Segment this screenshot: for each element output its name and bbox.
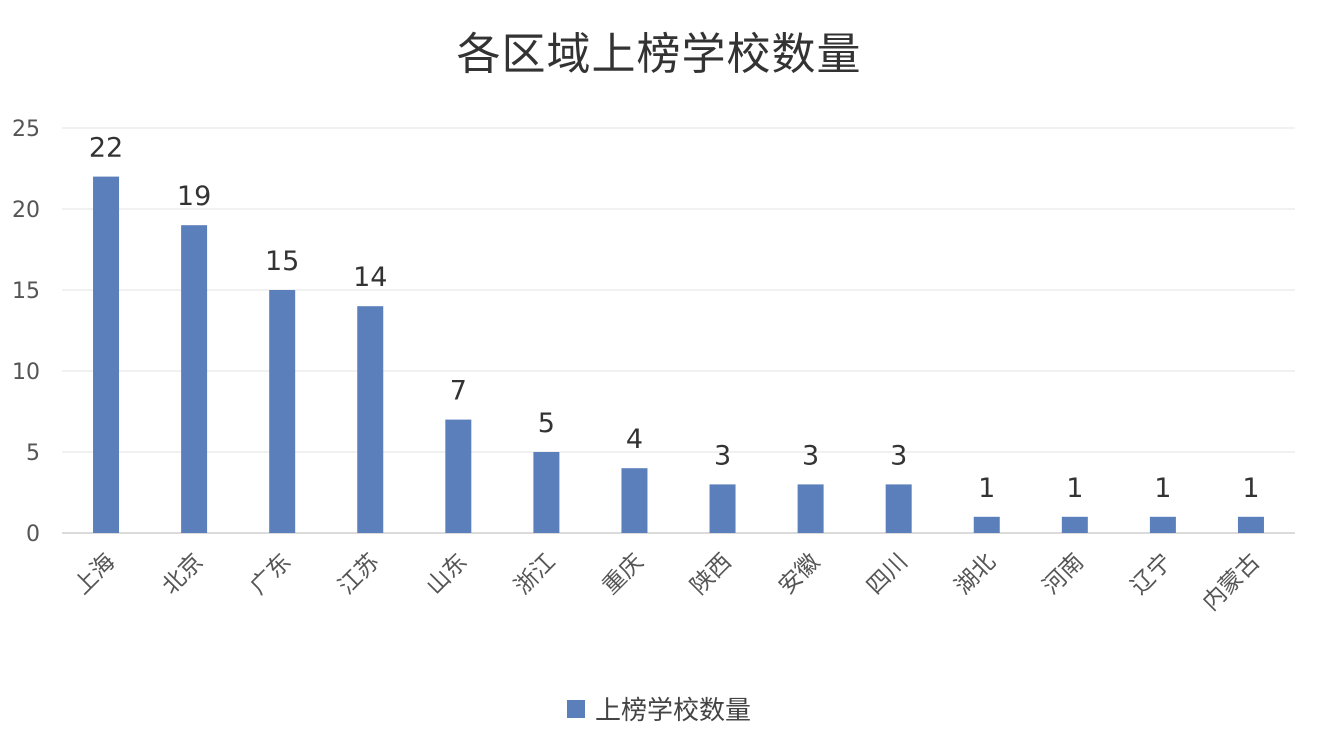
x-tick-label: 重庆 (598, 549, 649, 600)
bar (1149, 516, 1176, 533)
bar (885, 484, 912, 533)
x-tick-label: 河南 (1038, 549, 1089, 600)
legend: 上榜学校数量 (0, 690, 1318, 727)
data-label: 7 (450, 376, 467, 407)
x-tick-label: 上海 (69, 549, 120, 600)
bar (357, 306, 384, 533)
data-label: 14 (353, 262, 387, 293)
y-tick-label: 5 (26, 441, 40, 466)
data-label: 3 (802, 440, 819, 471)
data-label: 3 (714, 440, 731, 471)
data-label: 15 (265, 246, 299, 277)
y-tick-label: 15 (12, 279, 40, 304)
y-tick-label: 20 (12, 198, 40, 223)
y-tick-label: 25 (12, 117, 40, 142)
x-tick-label: 内蒙古 (1198, 549, 1265, 616)
data-label: 1 (978, 473, 995, 504)
bar (445, 419, 472, 533)
x-tick-label: 江苏 (334, 549, 385, 600)
bar (973, 516, 1000, 533)
x-tick-label: 山东 (422, 549, 473, 600)
bar (1061, 516, 1088, 533)
bar (533, 452, 560, 533)
x-tick-label: 辽宁 (1126, 549, 1177, 600)
bar (621, 468, 648, 533)
legend-swatch (566, 699, 585, 718)
bar (93, 176, 120, 533)
bar (181, 225, 208, 533)
data-label: 4 (626, 424, 643, 455)
x-tick-label: 广东 (246, 549, 297, 600)
data-label: 1 (1066, 473, 1083, 504)
y-tick-label: 10 (12, 360, 40, 385)
legend-label: 上榜学校数量 (594, 696, 751, 726)
data-label: 1 (1154, 473, 1171, 504)
x-tick-label: 北京 (157, 549, 208, 600)
chart-title: 各区域上榜学校数量 (456, 29, 862, 80)
x-tick-label: 浙江 (510, 549, 561, 600)
x-tick-label: 四川 (862, 549, 913, 600)
x-tick-label: 湖北 (950, 549, 1001, 600)
y-tick-label: 0 (26, 522, 40, 547)
data-label: 1 (1242, 473, 1259, 504)
bar (709, 484, 736, 533)
data-label: 22 (89, 133, 123, 164)
data-label: 5 (538, 408, 555, 439)
bar (1237, 516, 1264, 533)
bar (269, 290, 296, 533)
x-tick-label: 陕西 (686, 549, 737, 600)
x-tick-label: 安徽 (774, 549, 825, 600)
bar (797, 484, 824, 533)
data-label: 19 (177, 181, 211, 212)
data-label: 3 (890, 440, 907, 471)
